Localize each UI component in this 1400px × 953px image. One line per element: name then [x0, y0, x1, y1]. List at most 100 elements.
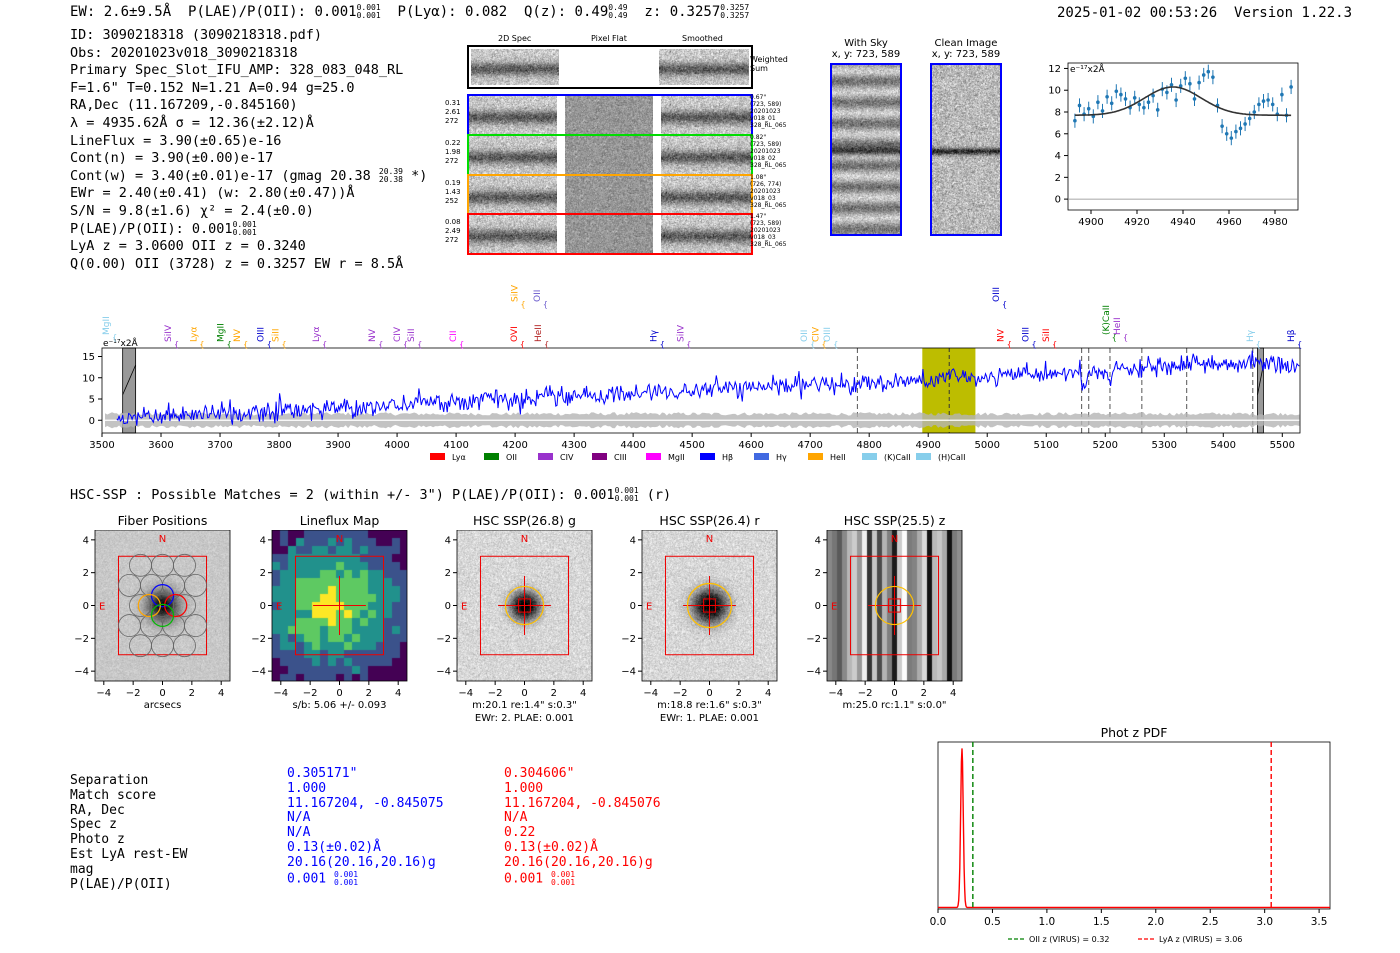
row-label: Photo z [70, 832, 125, 848]
info-params: F=1.6" T=0.152 N=1.21 A=0.94 g=25.0 [70, 79, 355, 96]
cell-err: 0.001 0.001 [550, 869, 576, 887]
spectrum-line [116, 350, 1300, 426]
x-tick-label: 0 [706, 688, 712, 699]
timestamp: 2025-01-02 00:53:26 [1057, 5, 1218, 21]
cell-value: 0.001 0.001 0.001 [504, 869, 576, 887]
data-point [1077, 103, 1082, 108]
x-tick-label: 2 [921, 688, 927, 699]
x-tick-label: 2 [551, 688, 557, 699]
y-tick-label: 0 [83, 601, 89, 612]
cutout-pixelflat [565, 136, 653, 174]
line-id-label: Hγ [650, 329, 660, 342]
y-tick-label: 15 [82, 352, 95, 363]
cutout-stat: 2.49 [445, 227, 461, 235]
line-id-label: OIII [257, 327, 267, 342]
line-id-bracket: { [660, 340, 665, 349]
x-tick-label: −2 [488, 688, 503, 699]
panel-caption: m:25.0 rc:1.1" s:0.0" [842, 700, 946, 711]
line-id-label: Lyα [189, 326, 199, 342]
x-tick-label: −2 [858, 688, 873, 699]
weighted-2dspec [471, 49, 559, 85]
data-point [1192, 97, 1197, 101]
fiber-circle [151, 594, 174, 617]
data-point [1146, 100, 1151, 104]
cutout-2dspec [469, 215, 557, 253]
data-point [1174, 98, 1178, 102]
cutout-meta-line: 328_RL_065 [750, 202, 787, 209]
with-sky-xy: x, y: 723, 589 [831, 49, 901, 60]
line-id-bracket: { [459, 340, 464, 349]
cutout-meta-line: 1.47" [750, 213, 767, 220]
data-point [1105, 94, 1109, 99]
detection-info: ID: 3090218318 (3090218318.pdf) Obs: 202… [70, 27, 427, 273]
data-point [1270, 102, 1275, 107]
cutout-row-stats: 0.22 1.98 272 [445, 139, 461, 166]
east-label: E [276, 602, 282, 613]
panel-title: HSC SSP(25.5) z [843, 513, 946, 528]
with-sky-image [830, 63, 902, 236]
line-id-label: OIII [1022, 327, 1032, 342]
cutout-meta-line: 1.08" [750, 174, 767, 181]
line-id-label: NV [997, 328, 1007, 342]
pdf-line [938, 748, 1330, 909]
line-id-bracket: { [544, 340, 549, 349]
line-id-bracket: { [520, 340, 525, 349]
x-tick-label: 0 [336, 688, 342, 699]
x-tick-label: 1.0 [1039, 916, 1056, 928]
fiber-circle [129, 634, 152, 658]
spectra-cutouts: 2D Spec Pixel Flat Smoothed Weighted Sum… [440, 30, 790, 255]
y-tick-label: −4 [74, 667, 89, 678]
x-tick-label: −2 [126, 688, 141, 699]
x-tick-label: 0.5 [984, 916, 1001, 928]
y-tick-label: 5 [89, 395, 95, 406]
search-box [479, 555, 570, 656]
line-id-bracket: { [112, 333, 117, 342]
info-contw: Cont(w) = 3.40(±0.01)e-17 (gmag 20.38 20… [70, 166, 428, 184]
line-id-label: SiIV [164, 324, 174, 342]
east-label: E [99, 602, 105, 613]
x-tick-label: 2 [366, 688, 372, 699]
legend-swatch [430, 453, 445, 460]
y-tick-label: 2 [260, 568, 266, 579]
center-box [888, 598, 901, 613]
info-radec: RA,Dec (11.167209,-0.845160) [70, 97, 298, 114]
fiber-circle [129, 594, 152, 617]
cutout-row-3 [467, 174, 753, 216]
x-tick-label: 5100 [1034, 440, 1059, 451]
data-point [1247, 116, 1252, 121]
cutout-pixelflat [565, 215, 653, 253]
data-point [1206, 69, 1211, 74]
fiber-circle [184, 574, 207, 597]
header-plya: P(Lyα): 0.082 [397, 4, 508, 20]
line-id-label: Hγ [1246, 329, 1256, 342]
chart-title: Phot z PDF [1101, 725, 1168, 740]
y-axis-unit: e⁻¹⁷x2Å [1070, 63, 1106, 75]
x-tick-label: 4980 [1262, 217, 1287, 228]
east-label: E [831, 602, 837, 613]
line-id-label: CIV [393, 326, 403, 342]
x-tick-label: 0.0 [930, 916, 947, 928]
x-tick-label: −4 [643, 688, 658, 699]
line-id-label: NV [233, 328, 243, 342]
cutout-stat: 1.43 [445, 188, 461, 196]
legend-label: Hγ [776, 453, 787, 462]
x-tick-label: −4 [96, 688, 111, 699]
line-id-bracket: { [1052, 340, 1057, 349]
cell-value: 0.22 [504, 825, 536, 841]
cutout-meta-line: 328_RL_065 [750, 162, 787, 169]
cutout-smoothed [661, 215, 751, 253]
header-plae-err: 0.001 0.001 [356, 3, 381, 20]
cutout-row-4 [467, 213, 753, 255]
legend-swatch [754, 453, 769, 460]
info-sn: S/N = 9.8(±1.6) χ² = 2.4(±0.0) [70, 202, 314, 219]
data-point [1234, 129, 1238, 134]
cell-value: 11.167204, -0.845076 [504, 795, 661, 811]
aperture-circle [874, 585, 915, 626]
legend-label: (H)CaII [938, 453, 965, 462]
line-id-bracket: { [1123, 333, 1128, 342]
x-tick-label: 4700 [797, 440, 822, 451]
cell-value: 0.001 0.001 0.001 [287, 869, 359, 887]
cell-value: N/A [504, 810, 528, 826]
